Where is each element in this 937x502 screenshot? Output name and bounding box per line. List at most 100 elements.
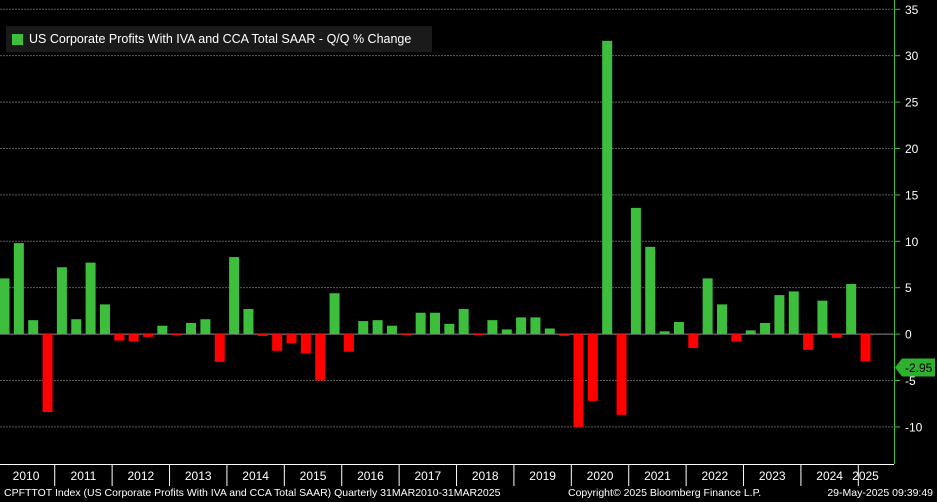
y-tick-label: 0 — [905, 328, 912, 342]
bar — [157, 325, 168, 335]
x-tick-label: 2025 — [852, 469, 879, 483]
bar — [329, 293, 340, 335]
bar — [85, 262, 96, 335]
bar — [645, 246, 656, 335]
bar — [214, 334, 225, 362]
bar — [717, 304, 727, 335]
y-tick-label: 20 — [905, 142, 919, 156]
bar — [602, 40, 613, 335]
footer-copyright: Copyright© 2025 Bloomberg Finance L.P. — [568, 487, 762, 499]
bar — [56, 267, 67, 335]
footer-ticker-description: CPFTTOT Index (US Corporate Profits With… — [4, 487, 501, 499]
x-tick-label: 2013 — [185, 469, 212, 483]
y-tick-label: 30 — [905, 49, 919, 63]
bar — [803, 334, 814, 350]
y-tick-label: 25 — [905, 96, 919, 110]
y-tick-label: 5 — [905, 281, 912, 295]
bar — [788, 291, 799, 335]
bar — [42, 334, 53, 413]
x-tick-label: 2016 — [357, 469, 384, 483]
bar — [544, 328, 555, 335]
x-tick-label: 2023 — [759, 469, 786, 483]
bar — [13, 243, 24, 335]
bar — [28, 320, 39, 335]
bar — [831, 334, 842, 338]
x-tick-label: 2015 — [300, 469, 327, 483]
x-tick-label: 2020 — [587, 469, 614, 483]
x-tick-label: 2018 — [472, 469, 499, 483]
y-tick-label: 10 — [905, 235, 919, 249]
bar — [71, 319, 82, 335]
bar — [473, 334, 484, 336]
bar — [229, 257, 240, 335]
bar — [315, 334, 326, 381]
bar — [358, 321, 369, 335]
bar — [128, 334, 139, 342]
bar — [860, 334, 871, 362]
bar — [487, 320, 498, 335]
bar — [630, 207, 641, 335]
bar — [516, 317, 527, 335]
bar — [688, 334, 699, 348]
bar — [559, 334, 570, 336]
y-tick-label: 35 — [905, 3, 919, 17]
bar — [616, 334, 627, 415]
bars — [0, 40, 871, 427]
x-tick-label: 2021 — [644, 469, 671, 483]
bar — [731, 334, 742, 342]
bar — [458, 309, 469, 335]
bar — [501, 329, 512, 335]
bar — [243, 309, 254, 335]
bar — [114, 334, 125, 341]
last-value-label: -2.95 — [905, 361, 933, 375]
footer-timestamp: 29-May-2025 09:39:49 — [827, 487, 933, 499]
legend: US Corporate Profits With IVA and CCA To… — [6, 26, 432, 52]
legend-swatch — [12, 33, 23, 45]
bar — [530, 317, 541, 335]
x-tick-label: 2014 — [242, 469, 269, 483]
x-tick-label: 2019 — [529, 469, 556, 483]
x-tick-label: 2012 — [127, 469, 154, 483]
gridlines — [0, 8, 894, 428]
x-tick-label: 2010 — [13, 469, 40, 483]
bar — [587, 334, 598, 401]
bar — [846, 283, 857, 335]
bar — [659, 331, 670, 335]
footer: CPFTTOT Index (US Corporate Profits With… — [0, 486, 937, 502]
bar — [430, 312, 440, 335]
bar — [817, 300, 828, 335]
bar — [573, 334, 584, 427]
x-tick-label: 2022 — [701, 469, 728, 483]
bar — [673, 322, 684, 335]
bar — [143, 334, 153, 337]
x-tick-label: 2011 — [71, 469, 97, 483]
bar — [774, 295, 785, 335]
bar — [286, 334, 297, 344]
last-value-tag — [895, 358, 935, 377]
bar — [444, 323, 455, 335]
bar — [745, 330, 756, 335]
bar — [0, 278, 10, 335]
bar — [272, 334, 283, 351]
x-tick-label: 2017 — [414, 469, 441, 483]
legend-label: US Corporate Profits With IVA and CCA To… — [29, 32, 412, 46]
y-tick-label: -5 — [905, 374, 916, 388]
x-axis: 2010 2011 2012 2013 2014 2015 2016 2017 2018 2019… — [0, 464, 894, 486]
bar — [702, 278, 713, 335]
x-tick-label: 2024 — [816, 469, 843, 483]
bar — [401, 334, 412, 336]
bar — [171, 334, 182, 336]
bar — [343, 334, 354, 352]
y-axis: -10 -5 0 5 10 15 20 25 30 35 -2.95 — [894, 0, 935, 464]
bar — [200, 319, 211, 335]
bar — [386, 325, 397, 335]
bar — [257, 334, 268, 336]
bar — [186, 322, 197, 335]
bar — [415, 312, 426, 335]
bar — [300, 334, 311, 354]
bar — [99, 304, 110, 335]
bar — [760, 322, 771, 335]
y-tick-label: -10 — [905, 420, 923, 434]
bar — [372, 320, 383, 335]
